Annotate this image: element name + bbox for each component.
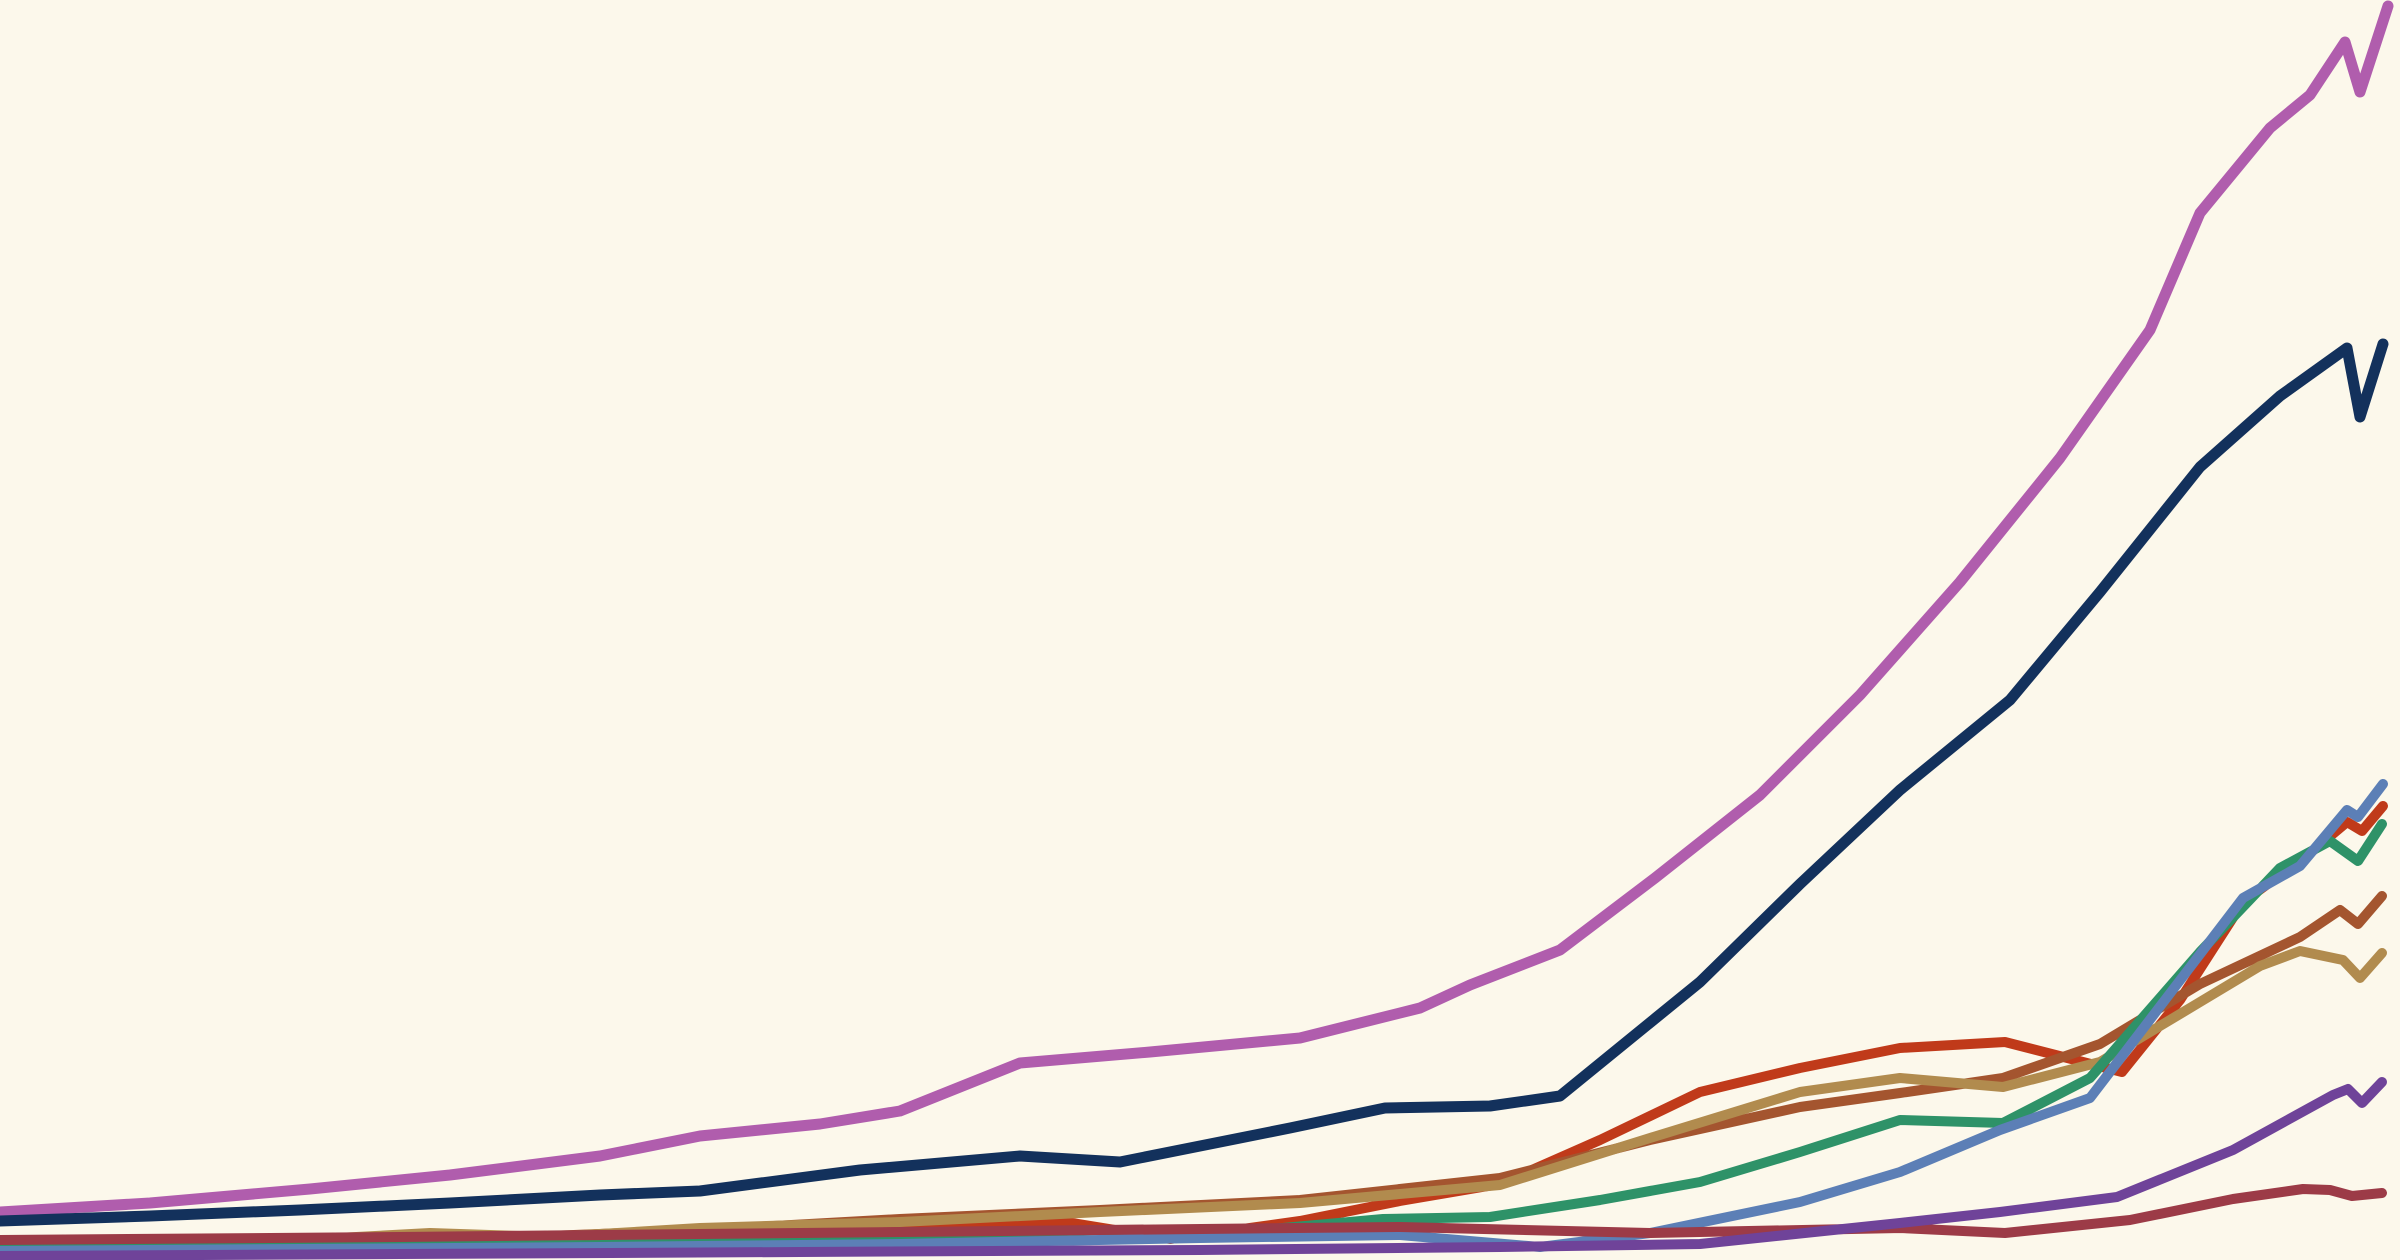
sienna-line [0, 891, 2387, 1251]
navy-line [0, 338, 2389, 1227]
red-line [0, 801, 2388, 1247]
steel-blue-line [0, 779, 2388, 1256]
purple-line [0, 1077, 2387, 1260]
magenta-line [0, 0, 2394, 1218]
tan-line [0, 946, 2387, 1249]
maroon-line [0, 1184, 2387, 1245]
